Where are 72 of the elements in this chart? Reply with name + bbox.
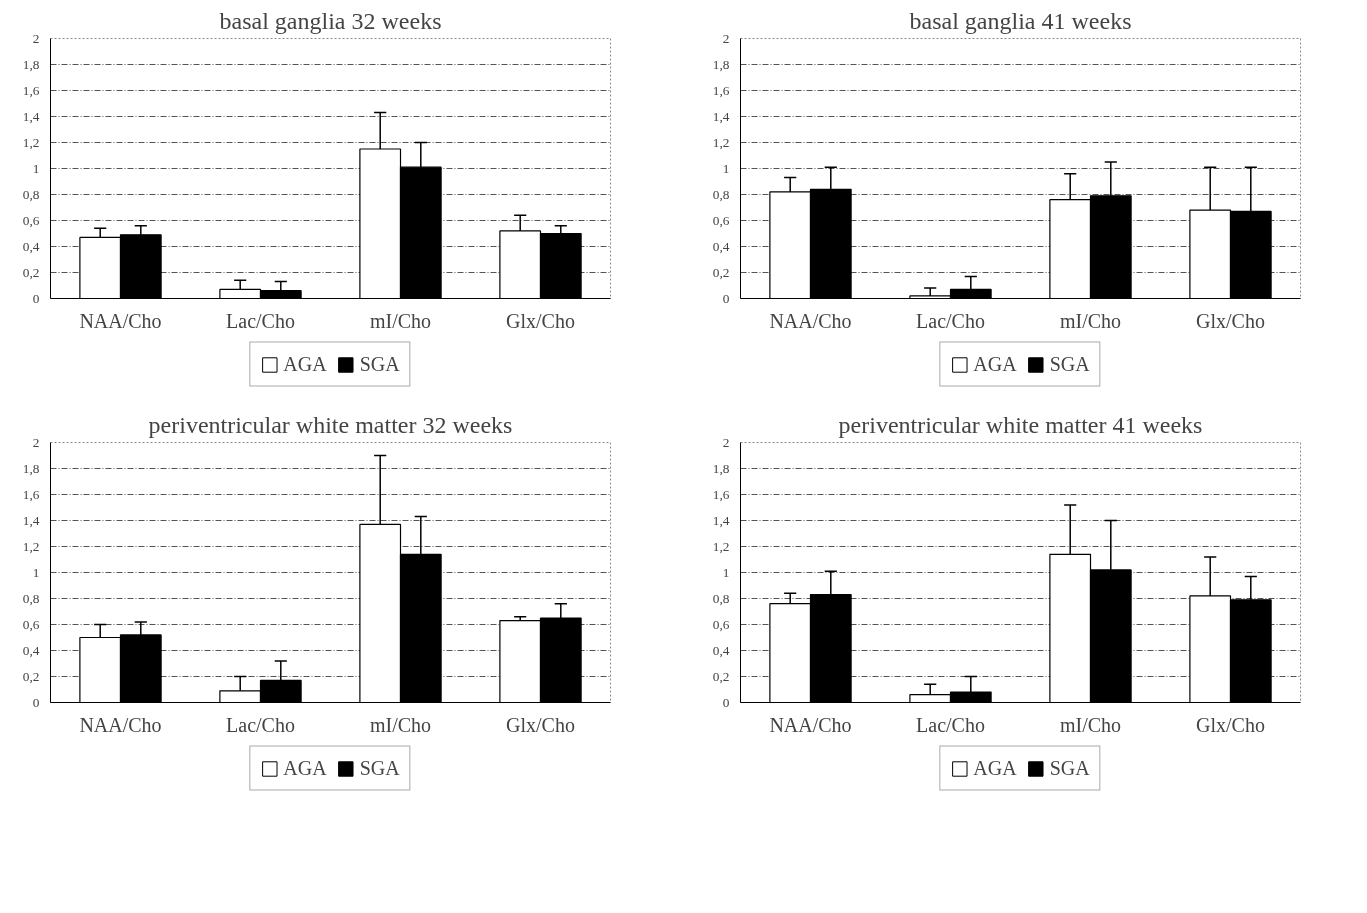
y-tick-label: 1,2	[22, 538, 40, 554]
chart-title: basal ganglia 41 weeks	[909, 7, 1132, 34]
legend-label: SGA	[1049, 756, 1090, 780]
legend-label: AGA	[283, 352, 327, 376]
y-tick-label: 1	[722, 564, 730, 580]
y-tick-label: 1,4	[22, 512, 40, 528]
y-tick-label: 0,2	[712, 668, 730, 684]
y-tick-label: 0,4	[712, 642, 730, 658]
y-tick-label: 1,4	[712, 108, 730, 124]
y-tick-label: 0	[32, 694, 40, 710]
y-tick-label: 1,6	[22, 486, 40, 502]
legend-label: AGA	[283, 756, 327, 780]
legend-label: AGA	[973, 352, 1017, 376]
y-tick-label: 2	[32, 434, 40, 450]
y-tick-label: 0,6	[712, 212, 730, 228]
y-tick-label: 2	[722, 434, 730, 450]
y-tick-label: 0,8	[22, 186, 40, 202]
legend-label: SGA	[359, 756, 400, 780]
x-tick-label: mI/Cho	[1059, 309, 1122, 332]
x-tick-label: NAA/Cho	[769, 713, 852, 736]
y-tick-label: 0,8	[712, 590, 730, 606]
y-tick-label: 0,6	[22, 616, 40, 632]
chart-title: basal ganglia 32 weeks	[219, 7, 442, 34]
x-tick-label: Glx/Cho	[1196, 309, 1265, 332]
y-tick-label: 1,8	[712, 460, 730, 476]
x-tick-label: NAA/Cho	[79, 713, 162, 736]
y-tick-label: 1,2	[712, 538, 730, 554]
y-tick-label: 1	[32, 564, 40, 580]
y-tick-label: 1,6	[712, 82, 730, 98]
y-tick-label: 1	[722, 160, 730, 176]
x-tick-label: mI/Cho	[369, 309, 432, 332]
legend-label: AGA	[973, 756, 1017, 780]
x-tick-label: Lac/Cho	[226, 713, 295, 736]
x-tick-label: mI/Cho	[369, 713, 432, 736]
y-tick-label: 0,2	[22, 668, 40, 684]
x-tick-label: NAA/Cho	[769, 309, 852, 332]
x-tick-label: Glx/Cho	[506, 309, 575, 332]
x-tick-label: NAA/Cho	[79, 309, 162, 332]
y-tick-label: 0	[722, 290, 730, 306]
x-tick-label: Lac/Cho	[226, 309, 295, 332]
y-tick-label: 1,2	[712, 134, 730, 150]
y-tick-label: 0,4	[22, 642, 40, 658]
y-tick-label: 0	[722, 694, 730, 710]
y-tick-label: 0,4	[712, 238, 730, 254]
y-tick-label: 1,8	[22, 460, 40, 476]
y-tick-label: 1,4	[712, 512, 730, 528]
y-tick-label: 1	[32, 160, 40, 176]
x-tick-label: Lac/Cho	[916, 309, 985, 332]
y-tick-label: 0,6	[22, 212, 40, 228]
y-tick-label: 1,4	[22, 108, 40, 124]
legend-label: SGA	[359, 352, 400, 376]
y-tick-label: 0,2	[22, 264, 40, 280]
y-tick-label: 0	[32, 290, 40, 306]
y-tick-label: 0,8	[712, 186, 730, 202]
x-tick-label: mI/Cho	[1059, 713, 1122, 736]
y-tick-label: 1,8	[22, 56, 40, 72]
y-tick-label: 1,6	[712, 486, 730, 502]
y-tick-label: 0,2	[712, 264, 730, 280]
x-tick-label: Lac/Cho	[916, 713, 985, 736]
y-tick-label: 1,6	[22, 82, 40, 98]
chart-title: periventricular white matter 41 weeks	[838, 411, 1203, 438]
y-tick-label: 2	[32, 30, 40, 46]
y-tick-label: 1,8	[712, 56, 730, 72]
y-tick-label: 0,8	[22, 590, 40, 606]
y-tick-label: 2	[722, 30, 730, 46]
y-tick-label: 1,2	[22, 134, 40, 150]
y-tick-label: 0,4	[22, 238, 40, 254]
chart-title: periventricular white matter 32 weeks	[148, 411, 513, 438]
x-tick-label: Glx/Cho	[1196, 713, 1265, 736]
y-tick-label: 0,6	[712, 616, 730, 632]
x-tick-label: Glx/Cho	[506, 713, 575, 736]
legend-label: SGA	[1049, 352, 1090, 376]
